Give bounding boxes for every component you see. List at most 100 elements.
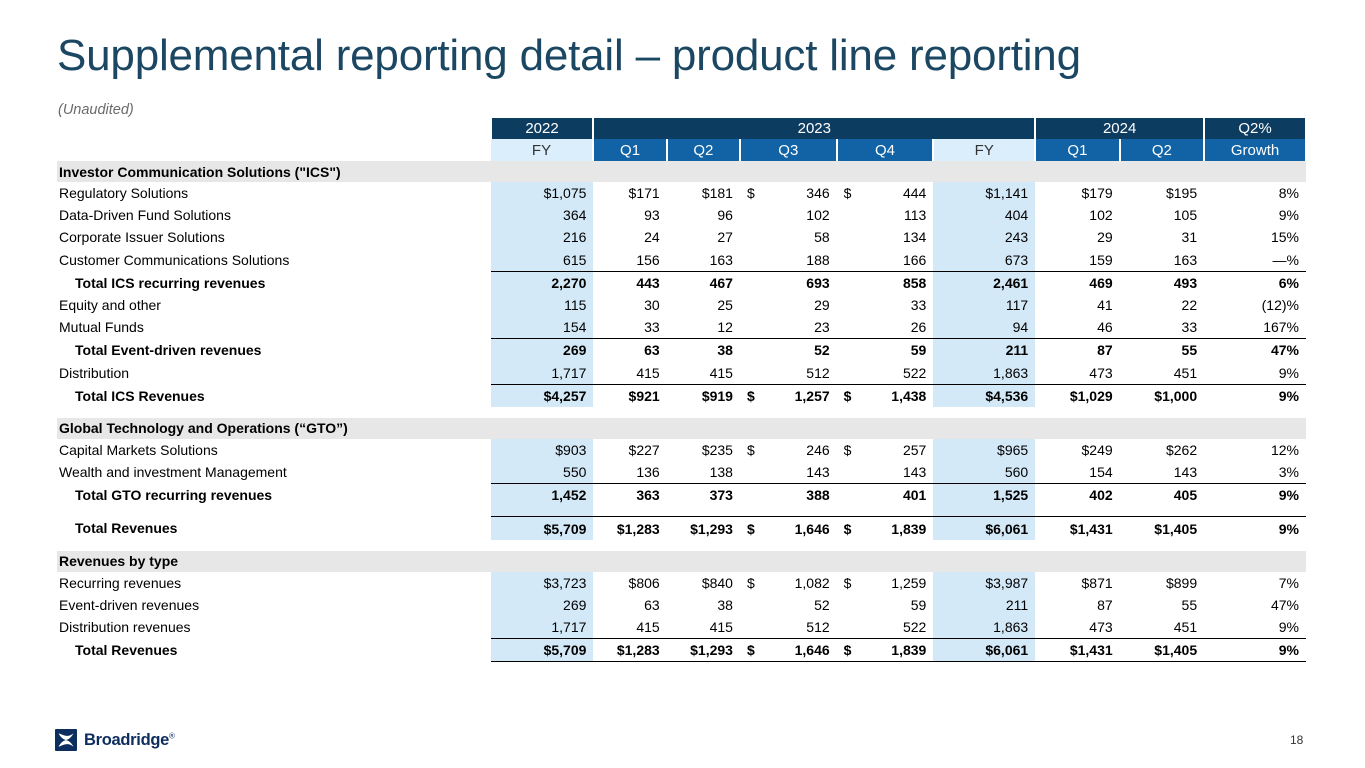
table-row: Total Revenues $5,709 $1,283 $1,293 $1,646 $1… bbox=[57, 516, 1306, 540]
row-label: Regulatory Solutions bbox=[59, 185, 189, 202]
section-header-label: Revenues by type bbox=[57, 550, 491, 572]
table-cell: 55 bbox=[1119, 338, 1205, 362]
row-label: Total ICS recurring revenues bbox=[75, 274, 266, 291]
table-cell: $1,839 bbox=[836, 638, 934, 663]
group-header-2023: 2023 bbox=[592, 118, 1037, 139]
spacer-cell bbox=[1035, 506, 1120, 517]
table-cell: 9% bbox=[1204, 638, 1306, 663]
table-cell: 415 bbox=[709, 619, 733, 636]
row-label: Distribution revenues bbox=[59, 619, 191, 636]
table-cell: 402 bbox=[1035, 483, 1120, 507]
row-label: Total GTO recurring revenues bbox=[75, 487, 273, 504]
row-label: Data-Driven Fund Solutions bbox=[59, 207, 231, 224]
spacer-cell bbox=[490, 539, 594, 551]
table-cell: 415 bbox=[636, 619, 660, 636]
table-cell: 2,270 bbox=[490, 270, 594, 294]
table-cell: $5,709 bbox=[490, 516, 594, 540]
table-cell: 47% bbox=[1270, 596, 1299, 613]
group-header-row: 2022 2023 2024 Q2% bbox=[57, 118, 1307, 139]
table-cell: 3% bbox=[1278, 464, 1299, 481]
table-cell: 41 bbox=[1097, 297, 1113, 314]
table-cell: 134 bbox=[902, 229, 927, 246]
table-cell: 29 bbox=[1097, 229, 1113, 246]
table-cell: 52 bbox=[739, 338, 837, 362]
table-cell: 9% bbox=[1204, 483, 1306, 507]
table-cell: $919 bbox=[666, 383, 740, 407]
spacer-cell bbox=[1035, 539, 1120, 551]
table-cell: 8% bbox=[1278, 185, 1299, 202]
row-label: Recurring revenues bbox=[59, 574, 182, 591]
table-row: Equity and other 115 30 25 29 33 117 41 22 (12)% bbox=[57, 293, 1306, 317]
table-cell: $444 bbox=[843, 185, 927, 202]
table-row: Total Revenues $5,709 $1,283 $1,293 $1,646 $1… bbox=[57, 638, 1306, 663]
table-cell: 87 bbox=[1097, 596, 1113, 613]
table-cell: 154 bbox=[490, 316, 594, 339]
section-header-label: Investor Communication Solutions ("ICS") bbox=[57, 161, 491, 182]
table-cell: 9% bbox=[1204, 383, 1306, 407]
table-cell: 188 bbox=[806, 251, 830, 268]
currency-symbol: $ bbox=[843, 387, 852, 404]
table-cell: $1,431 bbox=[1035, 638, 1120, 663]
table-cell: $840 bbox=[701, 574, 733, 591]
table-cell: $1,000 bbox=[1119, 383, 1205, 407]
table-cell: $871 bbox=[1081, 574, 1113, 591]
table-cell: $1,293 bbox=[666, 638, 740, 663]
table-cell: $1,075 bbox=[490, 182, 594, 205]
table-cell: 388 bbox=[739, 483, 837, 507]
currency-symbol: $ bbox=[843, 441, 852, 458]
table-cell: 113 bbox=[904, 207, 927, 224]
table-cell: 373 bbox=[666, 483, 740, 507]
table-cell: $4,536 bbox=[933, 383, 1036, 407]
table-cell: $262 bbox=[1165, 441, 1198, 458]
table-cell: 159 bbox=[1089, 251, 1113, 268]
page-number: 18 bbox=[1290, 733, 1304, 747]
section-header-fill bbox=[490, 417, 1306, 439]
table-cell: $1,438 bbox=[836, 383, 934, 407]
table-cell: $899 bbox=[1165, 574, 1198, 591]
table-cell: 163 bbox=[1173, 251, 1198, 268]
currency-symbol: $ bbox=[746, 441, 755, 458]
table-cell: 59 bbox=[910, 596, 927, 613]
table-cell: (12)% bbox=[1261, 297, 1299, 314]
brand-trademark: ® bbox=[169, 731, 175, 740]
spacer-cell bbox=[1119, 539, 1205, 551]
column-header-q2-2024: Q2 bbox=[1118, 139, 1206, 161]
table-cell: 404 bbox=[933, 204, 1036, 227]
table-cell: 9% bbox=[1204, 516, 1306, 540]
table-cell: 512 bbox=[806, 364, 830, 381]
table-cell: 1,452 bbox=[490, 483, 594, 507]
table-cell: 33 bbox=[1181, 319, 1198, 336]
spacer-cell bbox=[933, 506, 1036, 517]
table-cell: 443 bbox=[593, 270, 667, 294]
spacer-cell bbox=[666, 539, 740, 551]
table-cell: 167% bbox=[1263, 319, 1299, 336]
row-label: Distribution bbox=[59, 364, 130, 381]
spacer-cell bbox=[490, 406, 594, 418]
table-cell: 1,525 bbox=[933, 483, 1036, 507]
table-cell: 63 bbox=[644, 596, 660, 613]
table-cell: 522 bbox=[902, 364, 927, 381]
table-row: Recurring revenues $3,723 $806 $840 $1,082 $1… bbox=[57, 571, 1306, 594]
table-cell: $1,646 bbox=[739, 638, 837, 663]
column-header-fy-2022: FY bbox=[490, 139, 594, 161]
spacer-cell bbox=[57, 506, 491, 517]
group-header-2022: 2022 bbox=[489, 118, 595, 139]
table-cell: 117 bbox=[933, 293, 1036, 317]
currency-symbol: $ bbox=[843, 574, 852, 591]
page-title: Supplemental reporting detail – product … bbox=[57, 31, 1081, 80]
table-cell: 38 bbox=[717, 596, 733, 613]
spacer-cell bbox=[1119, 506, 1205, 517]
table-row: Distribution 1,717 415 415 512 522 1,863 473 451… bbox=[57, 361, 1306, 385]
table-cell: 55 bbox=[1181, 596, 1198, 613]
table-cell: 143 bbox=[1173, 464, 1198, 481]
table-cell: 63 bbox=[593, 338, 667, 362]
table-body: Investor Communication Solutions ("ICS")… bbox=[57, 161, 1306, 663]
table-cell: 469 bbox=[1035, 270, 1120, 294]
currency-symbol: $ bbox=[746, 642, 755, 659]
table-cell: 115 bbox=[490, 293, 594, 317]
table-cell: 9% bbox=[1278, 619, 1299, 636]
table-cell: $346 bbox=[746, 185, 830, 202]
currency-symbol: $ bbox=[746, 387, 755, 404]
table-cell: $179 bbox=[1081, 185, 1113, 202]
table-cell: 2,461 bbox=[933, 270, 1036, 294]
